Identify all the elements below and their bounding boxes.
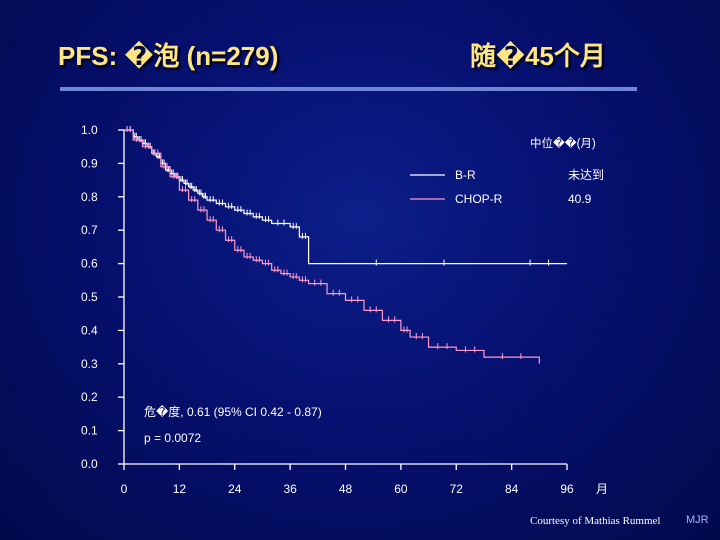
y-tick-label: 0.4: [81, 323, 98, 337]
title-divider: [60, 87, 637, 91]
legend-median-chopr: 40.9: [568, 192, 592, 206]
x-tick-label: 0: [121, 482, 128, 496]
courtesy-credit: Courtesy of Mathias Rummel: [530, 515, 661, 527]
x-tick-label: 24: [228, 482, 242, 496]
km-series-chop-r: [124, 126, 540, 364]
author-initials: MJR: [686, 514, 709, 526]
chart-series-layer: [124, 126, 567, 364]
y-tick-label: 0.2: [81, 390, 98, 404]
legend-median-br: 未达到: [568, 168, 604, 182]
slide-title-left: PFS: �泡 (n=279): [58, 41, 279, 71]
legend-label-br: B-R: [455, 168, 476, 182]
y-tick-label: 0.1: [81, 424, 98, 438]
x-tick-label: 12: [173, 482, 187, 496]
y-tick-label: 0.3: [81, 357, 98, 371]
x-tick-label: 48: [339, 482, 353, 496]
x-tick-label: 60: [394, 482, 408, 496]
hazard-ratio-annotation: 危�度, 0.61 (95% CI 0.42 - 0.87): [144, 404, 322, 419]
y-tick-label: 0.5: [81, 290, 98, 304]
y-tick-label: 0.7: [81, 223, 98, 237]
x-axis-unit-label: 月: [596, 482, 608, 496]
km-curve: [124, 129, 540, 364]
chart-axes: 0.0 0.1 0.2 0.3 0.4 0.5 0.6 0.7 0.8 0.9 1.0 0 12 24 36…: [81, 123, 574, 496]
x-tick-label: 96: [560, 482, 574, 496]
legend-label-chopr: CHOP-R: [455, 192, 503, 206]
y-tick-label: 0.9: [81, 156, 98, 170]
legend-header: 中位��(月): [530, 136, 596, 150]
y-tick-label: 1.0: [81, 123, 98, 137]
chart-legend: 中位��(月) B-R 未达到 CHOP-R 40.9: [410, 136, 604, 206]
p-value-annotation: p = 0.0072: [144, 431, 201, 445]
slide-title-right: 随�45个月: [470, 41, 606, 71]
y-tick-label: 0.8: [81, 190, 98, 204]
x-tick-label: 72: [450, 482, 464, 496]
x-tick-label: 36: [283, 482, 297, 496]
y-tick-label: 0.6: [81, 257, 98, 271]
y-tick-label: 0.0: [81, 457, 98, 471]
x-tick-label: 84: [505, 482, 519, 496]
